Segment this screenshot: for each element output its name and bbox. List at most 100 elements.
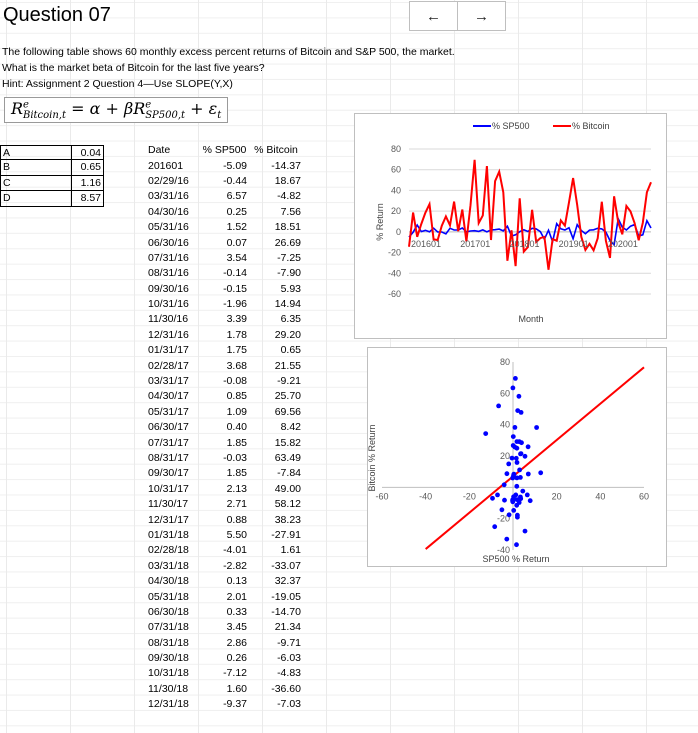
bitcoin-cell: 15.82 [274,436,301,449]
x-tick-label: 201701 [460,239,490,249]
data-point [518,451,523,457]
sp500-cell: 1.85 [226,436,247,449]
date-cell: 11/30/17 [148,498,189,511]
data-point [513,455,519,461]
bitcoin-cell: 69.56 [274,405,301,418]
data-point [525,471,531,477]
header-sp500: % SP500 [202,144,247,157]
bitcoin-cell: 8.42 [280,421,301,434]
data-point [515,512,520,518]
sp500-cell: -0.14 [223,267,247,280]
answer-option-d[interactable]: D 8.57 [0,191,104,207]
table-header-row: Date % SP500 % Bitcoin [146,143,303,158]
data-point [514,542,519,548]
date-cell: 05/31/17 [148,405,189,418]
regression-formula: ReBitcoin,t = α + βReSP500,t + εt [4,97,229,124]
x-tick-label: 20 [552,491,562,501]
data-point [511,508,517,513]
sp500-cell: 0.07 [226,236,247,249]
table-row: 11/30/16 3.39 6.35 [146,312,303,327]
bitcoin-cell: -4.82 [277,190,301,203]
table-row: 04/30/17 0.85 25.70 [146,389,303,404]
bitcoin-cell: 14.94 [274,298,301,311]
table-row: 09/30/16 -0.15 5.93 [146,282,303,297]
table-row: 04/30/16 0.25 7.56 [146,205,303,220]
date-cell: 07/31/17 [148,436,189,449]
date-cell: 04/30/17 [148,390,189,403]
bitcoin-cell: 26.69 [274,236,301,249]
line-chart[interactable]: 80 60 40 20 0 -20 -40 -60 201601 201701 201801 2019… [354,113,667,339]
arrow-right-icon: → [474,7,489,25]
bitcoin-cell: -27.91 [271,528,301,541]
x-axis-label: SP500 % Return [482,554,549,564]
sp500-cell: 2.01 [226,590,247,603]
answer-option-c[interactable]: C 1.16 [0,175,104,192]
sp500-cell: -7.12 [223,667,247,680]
date-cell: 11/30/18 [148,682,189,695]
bitcoin-cell: 18.51 [274,221,301,234]
y-tick-label: 40 [391,185,401,195]
data-point [513,376,518,381]
data-point [518,410,524,415]
data-point [499,507,505,513]
table-row: 12/31/17 0.88 38.23 [146,512,303,527]
y-tick-label: 80 [500,357,510,367]
data-point [502,497,507,503]
table-row: 07/31/18 3.45 21.34 [146,620,303,635]
table-row: 08/31/18 2.86 -9.71 [146,636,303,651]
data-point [509,455,515,461]
x-tick-label: -40 [419,491,432,501]
sp500-cell: 2.86 [226,636,247,649]
answer-option-a[interactable]: A 0.04 [0,145,104,161]
data-point [511,471,517,477]
bitcoin-cell: 38.23 [274,513,301,526]
date-cell: 05/31/16 [148,221,189,234]
data-point [517,467,522,473]
sp500-cell: 3.54 [226,251,247,264]
sp500-cell: 1.60 [226,682,247,695]
table-row: 07/31/17 1.85 15.82 [146,435,303,450]
y-tick-label: -20 [388,248,401,258]
date-cell: 12/31/18 [148,698,189,711]
data-point [524,492,530,498]
sp500-cell: 6.57 [226,190,247,203]
bitcoin-cell: 21.34 [274,621,301,634]
legend-label-bitcoin: % Bitcoin [572,121,610,131]
data-point [514,502,520,508]
line-chart-svg: 80 60 40 20 0 -20 -40 -60 201601 201701 201801 2019… [375,121,652,324]
sp500-cell: -0.08 [223,375,247,388]
bitcoin-cell: 5.93 [280,282,301,295]
bitcoin-cell: -7.84 [277,467,301,480]
date-cell: 08/31/18 [148,636,189,649]
date-cell: 10/31/16 [148,298,189,311]
date-cell: 04/30/18 [148,575,189,588]
data-point [504,471,510,477]
table-row: 06/30/17 0.40 8.42 [146,420,303,435]
bitcoin-cell: 21.55 [274,359,301,372]
sp500-cell: 1.85 [226,467,247,480]
scatter-chart[interactable]: -60 -40 -20 20 40 60 80 60 40 20 -20 -40 Bitcoin % R… [367,347,667,567]
table-row: 10/31/16 -1.96 14.94 [146,297,303,312]
sp500-cell: -1.96 [223,298,247,311]
table-row: 05/31/18 2.01 -19.05 [146,589,303,604]
header-date: Date [148,144,171,157]
back-button[interactable]: ← [409,1,458,31]
sp500-cell: 0.88 [226,513,247,526]
bitcoin-cell: -14.70 [271,605,301,618]
answer-options: A 0.04 B 0.65 C 1.16 D 8.57 [0,145,104,207]
table-row: 01/31/17 1.75 0.65 [146,343,303,358]
date-cell: 08/31/16 [148,267,189,280]
bitcoin-cell: 1.61 [280,544,301,557]
data-point [514,460,520,465]
sp500-cell: 1.09 [226,405,247,418]
answer-option-b[interactable]: B 0.65 [0,160,104,176]
table-row: 03/31/16 6.57 -4.82 [146,189,303,204]
forward-button[interactable]: → [457,1,506,31]
sp500-cell: 1.78 [226,328,247,341]
x-tick-label: 202001 [608,239,638,249]
data-point [510,475,516,481]
date-cell: 06/30/16 [148,236,189,249]
x-tick-label: 201901 [559,239,589,249]
date-cell: 03/31/17 [148,375,189,388]
sp500-cell: -2.82 [223,559,247,572]
